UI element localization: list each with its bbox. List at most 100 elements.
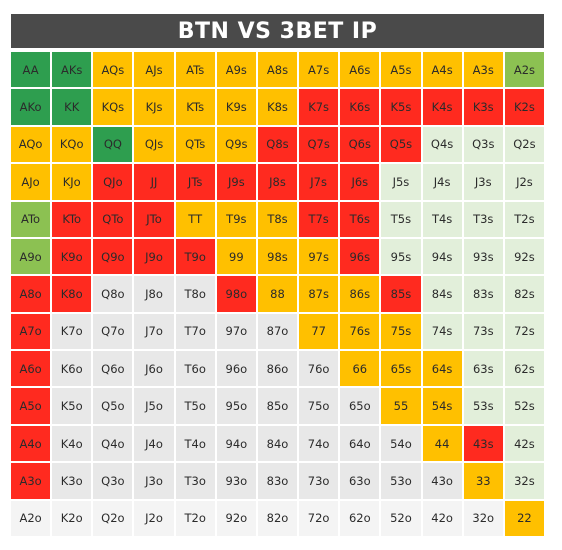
hand-cell-94s: 94s (422, 238, 462, 275)
hand-cell-K8s: K8s (257, 89, 298, 125)
hand-cell-AQs: AQs (93, 52, 133, 88)
hand-cell-JJ: JJ (134, 164, 174, 200)
hand-cell-A4o: A4o (11, 425, 51, 462)
hand-cell-Q8o: Q8o (93, 276, 133, 312)
hand-cell-Q2o: Q2o (93, 500, 133, 536)
hand-cell-Q5s: Q5s (381, 126, 421, 163)
hand-cell-76s: 76s (340, 313, 380, 350)
hand-cell-Q7s: Q7s (299, 126, 339, 163)
hand-cell-K3s: K3s (463, 89, 503, 125)
hand-cell-K9o: K9o (52, 238, 92, 275)
hand-cell-A7s: A7s (299, 52, 339, 88)
hand-cell-64o: 64o (340, 425, 380, 462)
hand-cell-J2s: J2s (504, 164, 544, 200)
hand-cell-JTs: JTs (175, 164, 215, 200)
hand-cell-83o: 83o (257, 463, 298, 499)
hand-cell-A5o: A5o (11, 388, 51, 424)
hand-cell-K5o: K5o (52, 388, 92, 424)
hand-cell-T5s: T5s (381, 201, 421, 237)
hand-cell-52s: 52s (504, 388, 544, 424)
hand-cell-AA: AA (11, 52, 51, 88)
hand-cell-A6o: A6o (11, 351, 51, 387)
hand-cell-95s: 95s (381, 238, 421, 275)
hand-cell-J6s: J6s (340, 164, 380, 200)
hand-cell-K4s: K4s (422, 89, 462, 125)
hand-cell-93o: 93o (216, 463, 256, 499)
hand-cell-Q5o: Q5o (93, 388, 133, 424)
hand-cell-95o: 95o (216, 388, 256, 424)
hand-cell-87o: 87o (257, 313, 298, 350)
hand-cell-T6s: T6s (340, 201, 380, 237)
hand-cell-82o: 82o (257, 500, 298, 536)
hand-cell-63s: 63s (463, 351, 503, 387)
hand-cell-96s: 96s (340, 238, 380, 275)
hand-cell-K4o: K4o (52, 425, 92, 462)
hand-cell-44: 44 (422, 425, 462, 462)
hand-cell-Q9s: Q9s (216, 126, 256, 163)
hand-cell-AQo: AQo (11, 126, 51, 163)
hand-cell-K6o: K6o (52, 351, 92, 387)
hand-cell-82s: 82s (504, 276, 544, 312)
hand-cell-22: 22 (504, 500, 544, 536)
hand-cell-A9s: A9s (216, 52, 256, 88)
hand-cell-QTs: QTs (175, 126, 215, 163)
hand-cell-A4s: A4s (422, 52, 462, 88)
hand-cell-A3o: A3o (11, 463, 51, 499)
hand-cell-83s: 83s (463, 276, 503, 312)
hand-cell-J7s: J7s (299, 164, 339, 200)
hand-cell-A5s: A5s (381, 52, 421, 88)
hand-cell-32s: 32s (504, 463, 544, 499)
hand-cell-K2s: K2s (504, 89, 544, 125)
hand-cell-98s: 98s (257, 238, 298, 275)
hand-cell-73o: 73o (299, 463, 339, 499)
hand-cell-53s: 53s (463, 388, 503, 424)
hand-cell-85o: 85o (257, 388, 298, 424)
hand-cell-J8s: J8s (257, 164, 298, 200)
hand-cell-A2s: A2s (504, 52, 544, 88)
hand-cell-A3s: A3s (463, 52, 503, 88)
hand-cell-43s: 43s (463, 425, 503, 462)
hand-cell-86s: 86s (340, 276, 380, 312)
hand-cell-A2o: A2o (11, 500, 51, 536)
hand-cell-J9s: J9s (216, 164, 256, 200)
hand-cell-J3o: J3o (134, 463, 174, 499)
hand-cell-A8s: A8s (257, 52, 298, 88)
hand-cell-76o: 76o (299, 351, 339, 387)
hand-cell-K5s: K5s (381, 89, 421, 125)
hand-cell-K2o: K2o (52, 500, 92, 536)
hand-cell-97s: 97s (299, 238, 339, 275)
hand-cell-AJs: AJs (134, 52, 174, 88)
hand-cell-KTo: KTo (52, 201, 92, 237)
hand-cell-33: 33 (463, 463, 503, 499)
hand-cell-T2o: T2o (175, 500, 215, 536)
hand-cell-75o: 75o (299, 388, 339, 424)
hand-cell-T3o: T3o (175, 463, 215, 499)
hand-cell-98o: 98o (216, 276, 256, 312)
hand-cell-Q3o: Q3o (93, 463, 133, 499)
hand-cell-Q9o: Q9o (93, 238, 133, 275)
hand-cell-54o: 54o (381, 425, 421, 462)
hand-cell-A8o: A8o (11, 276, 51, 312)
hand-cell-ATs: ATs (175, 52, 215, 88)
hand-cell-84s: 84s (422, 276, 462, 312)
hand-cell-T9o: T9o (175, 238, 215, 275)
hand-cell-T7s: T7s (299, 201, 339, 237)
hand-cell-94o: 94o (216, 425, 256, 462)
hand-cell-72s: 72s (504, 313, 544, 350)
hand-cell-QJo: QJo (93, 164, 133, 200)
hand-cell-52o: 52o (381, 500, 421, 536)
hand-cell-KQo: KQo (52, 126, 92, 163)
hand-cell-T5o: T5o (175, 388, 215, 424)
page-title: BTN VS 3BET IP (11, 14, 544, 48)
hand-cell-99: 99 (216, 238, 256, 275)
hand-cell-Q6s: Q6s (340, 126, 380, 163)
hand-cell-KJs: KJs (134, 89, 174, 125)
hand-cell-JTo: JTo (134, 201, 174, 237)
hand-cell-55: 55 (381, 388, 421, 424)
hand-cell-K6s: K6s (340, 89, 380, 125)
hand-cell-QQ: QQ (93, 126, 133, 163)
hand-cell-Q3s: Q3s (463, 126, 503, 163)
hand-cell-43o: 43o (422, 463, 462, 499)
hand-cell-T2s: T2s (504, 201, 544, 237)
hand-cell-Q8s: Q8s (257, 126, 298, 163)
